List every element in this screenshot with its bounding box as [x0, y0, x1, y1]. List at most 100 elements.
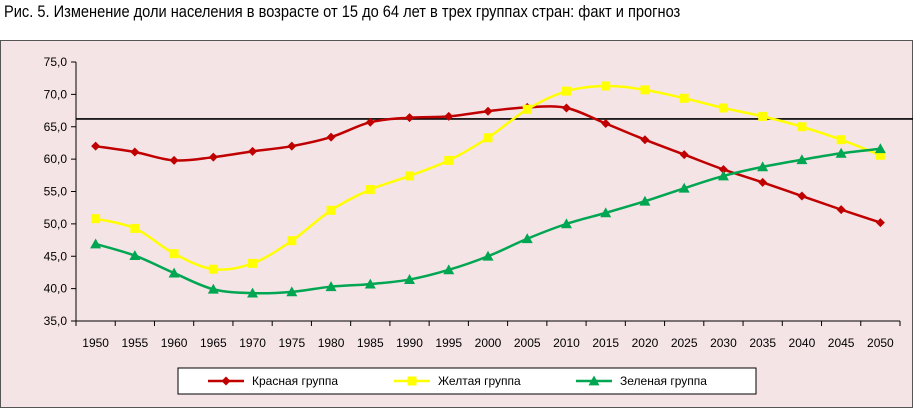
data-point-green	[443, 264, 455, 275]
data-point-green	[325, 281, 337, 292]
legend-box	[177, 367, 757, 395]
data-point-red	[405, 113, 415, 123]
y-tick-label: 35,0	[44, 314, 68, 328]
data-point-yellow	[287, 236, 297, 246]
data-point-red	[326, 132, 336, 142]
data-point-green	[678, 182, 690, 193]
y-tick-label: 40,0	[44, 282, 68, 296]
data-point-green	[796, 154, 808, 165]
x-tick-label: 2035	[749, 336, 776, 350]
data-point-yellow	[561, 86, 571, 96]
data-point-red	[287, 141, 297, 151]
y-tick-label: 50,0	[44, 217, 68, 231]
data-point-yellow	[758, 111, 768, 121]
data-point-red	[679, 150, 689, 160]
data-point-red	[208, 152, 218, 162]
data-point-yellow	[248, 258, 258, 268]
chart-area	[0, 40, 913, 408]
y-tick-label: 45,0	[44, 249, 68, 263]
data-point-green	[404, 274, 416, 284]
x-tick-label: 2050	[867, 336, 894, 350]
x-tick-label: 2030	[710, 336, 737, 350]
data-point-red	[758, 177, 768, 187]
x-tick-label: 1965	[200, 336, 227, 350]
data-point-yellow	[444, 155, 454, 165]
x-tick-label: 1995	[435, 336, 462, 350]
data-point-yellow	[483, 133, 493, 143]
chart-caption: Рис. 5. Изменение доли населения в возра…	[4, 2, 681, 21]
data-point-yellow	[797, 122, 807, 132]
data-point-red	[169, 155, 179, 165]
x-tick-label: 1970	[239, 336, 266, 350]
data-point-yellow	[836, 135, 846, 145]
data-point-yellow	[169, 249, 179, 259]
data-point-yellow	[365, 185, 375, 195]
x-tick-label: 1985	[357, 336, 384, 350]
data-point-red	[561, 103, 571, 113]
data-point-green	[364, 278, 376, 289]
data-point-green	[717, 170, 729, 181]
y-tick-label: 70,0	[44, 87, 68, 101]
legend-marker-green	[588, 375, 600, 386]
y-tick-label: 60,0	[44, 152, 68, 166]
legend-label-red: Красная группа	[252, 374, 338, 388]
data-point-yellow	[679, 93, 689, 103]
y-tick-label: 65,0	[44, 120, 68, 134]
x-tick-label: 2015	[592, 336, 619, 350]
data-point-yellow	[601, 81, 611, 91]
x-tick-label: 2005	[514, 336, 541, 350]
data-point-red	[365, 117, 375, 127]
x-tick-label: 2000	[475, 336, 502, 350]
data-point-yellow	[208, 264, 218, 274]
data-point-green	[600, 207, 612, 218]
data-point-yellow	[522, 104, 532, 114]
x-tick-label: 2045	[828, 336, 855, 350]
x-tick-label: 2040	[789, 336, 816, 350]
data-point-yellow	[91, 214, 101, 224]
data-point-yellow	[718, 103, 728, 113]
data-point-green	[207, 283, 219, 294]
data-point-yellow	[326, 205, 336, 215]
legend-label-yellow: Желтая группа	[438, 374, 521, 388]
x-tick-label: 2025	[671, 336, 698, 350]
legend-marker-red	[221, 376, 231, 386]
data-point-green	[757, 161, 769, 172]
data-point-yellow	[875, 150, 885, 160]
data-point-red	[797, 191, 807, 201]
data-point-red	[601, 119, 611, 129]
data-point-green	[482, 250, 494, 261]
data-point-green	[90, 238, 102, 249]
x-tick-label: 1975	[278, 336, 305, 350]
data-point-red	[91, 141, 101, 151]
x-tick-label: 2010	[553, 336, 580, 350]
data-point-green	[874, 143, 886, 154]
data-point-green	[835, 147, 847, 158]
data-point-red	[836, 205, 846, 215]
data-point-red	[444, 111, 454, 121]
x-tick-label: 2020	[632, 336, 659, 350]
data-point-red	[130, 147, 140, 157]
data-point-red	[640, 135, 650, 145]
x-tick-label: 1960	[161, 336, 188, 350]
data-point-yellow	[405, 171, 415, 181]
legend-label-green: Зеленая группа	[620, 374, 707, 388]
data-point-green	[129, 250, 141, 261]
data-point-red	[718, 164, 728, 174]
y-tick-label: 55,0	[44, 185, 68, 199]
y-tick-label: 75,0	[44, 55, 68, 69]
x-tick-label: 1950	[82, 336, 109, 350]
data-point-green	[639, 195, 651, 206]
data-point-green	[168, 267, 180, 278]
data-point-green	[286, 286, 298, 297]
legend-marker-yellow	[407, 376, 417, 386]
data-point-green	[560, 218, 572, 229]
x-tick-label: 1980	[318, 336, 345, 350]
data-point-red	[875, 218, 885, 228]
data-point-yellow	[640, 85, 650, 95]
x-tick-label: 1990	[396, 336, 423, 350]
data-point-red	[248, 146, 258, 156]
data-point-red	[483, 106, 493, 116]
data-point-yellow	[130, 223, 140, 233]
x-tick-label: 1955	[122, 336, 149, 350]
